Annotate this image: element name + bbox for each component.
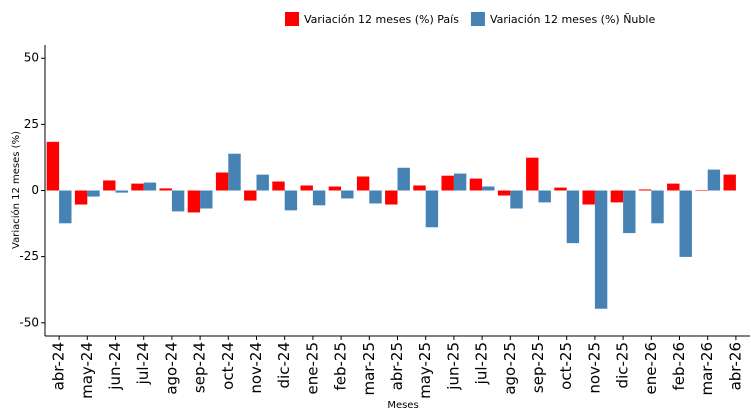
x-tick-label: oct-24 (219, 342, 237, 390)
legend-swatch (470, 12, 485, 26)
bar (187, 190, 201, 213)
x-tick-label: abr-24 (50, 342, 68, 390)
bar (723, 174, 736, 191)
x-tick-label: nov-24 (247, 342, 265, 394)
x-tick-label: abr-25 (388, 342, 406, 390)
bar (244, 190, 257, 201)
bar (610, 190, 624, 203)
bar (369, 190, 382, 204)
bar (707, 169, 721, 191)
x-tick-label: jun-24 (106, 342, 124, 391)
bar (538, 190, 551, 203)
legend-label: Variación 12 meses (%) Ñuble (490, 13, 656, 26)
x-tick-label: mar-25 (360, 342, 378, 396)
x-tick-label: may-25 (416, 342, 434, 399)
bar (695, 190, 708, 192)
bar (594, 190, 608, 309)
x-tick-label: ago-24 (162, 342, 180, 395)
x-tick-label: ene-25 (303, 342, 321, 394)
bar (566, 190, 580, 244)
bar (638, 189, 652, 191)
x-tick-label: jul-25 (473, 342, 491, 385)
y-tick-label: 0 (31, 183, 39, 197)
y-tick-label: -25 (19, 249, 39, 263)
x-tick-label: jul-24 (134, 342, 152, 385)
bar (74, 190, 88, 205)
legend-label: Variación 12 meses (%) País (304, 13, 459, 26)
x-tick-label: ago-25 (501, 342, 519, 395)
x-tick-label: may-24 (78, 342, 96, 399)
x-tick-label: sep-25 (529, 342, 547, 393)
bar (200, 190, 213, 209)
x-tick-label: oct-25 (557, 342, 575, 390)
legend-swatch (285, 12, 299, 26)
bar (385, 190, 398, 205)
x-axis-label: Meses (387, 400, 418, 408)
bar (425, 190, 439, 228)
y-axis-label: Variación 12 meses (%) (10, 131, 22, 249)
x-tick-label: feb-26 (670, 342, 688, 391)
bar (667, 183, 680, 191)
x-tick-label: dic-25 (614, 342, 632, 388)
bar (397, 167, 410, 191)
bar (272, 181, 285, 191)
x-tick-label: abr-26 (726, 342, 744, 390)
bar (526, 157, 539, 191)
bar (312, 190, 326, 206)
bar (413, 185, 426, 191)
bar (554, 187, 567, 191)
bar (510, 190, 523, 209)
bar (103, 180, 116, 191)
bar (143, 182, 157, 191)
bar (623, 190, 636, 234)
bar (497, 190, 511, 196)
y-tick-label: 25 (24, 117, 39, 131)
bar (256, 174, 269, 191)
bar (469, 178, 483, 191)
bar (482, 186, 495, 191)
bar (679, 190, 692, 257)
x-tick-label: nov-25 (585, 342, 603, 394)
bar (228, 153, 241, 191)
bar (328, 186, 342, 191)
x-tick-label: feb-25 (332, 342, 350, 391)
y-tick-label: -50 (19, 315, 39, 329)
y-tick-label: 50 (24, 51, 39, 65)
bar (300, 185, 313, 191)
bar (284, 190, 298, 211)
bar (171, 190, 185, 212)
bar (87, 190, 100, 197)
x-tick-label: jun-25 (444, 342, 462, 391)
bar (46, 141, 60, 191)
bar (453, 173, 467, 191)
x-tick-label: sep-24 (191, 342, 209, 393)
x-tick-label: ene-26 (642, 342, 660, 394)
bar (341, 190, 354, 199)
bar (582, 190, 595, 205)
bar (131, 183, 144, 191)
bar (651, 190, 664, 224)
x-tick-label: mar-26 (698, 342, 716, 396)
x-tick-label: dic-24 (275, 342, 293, 388)
bar (441, 175, 454, 191)
bar (59, 190, 72, 224)
bar (356, 176, 370, 191)
bar (215, 172, 229, 191)
bar (115, 190, 128, 193)
bar (159, 188, 172, 191)
